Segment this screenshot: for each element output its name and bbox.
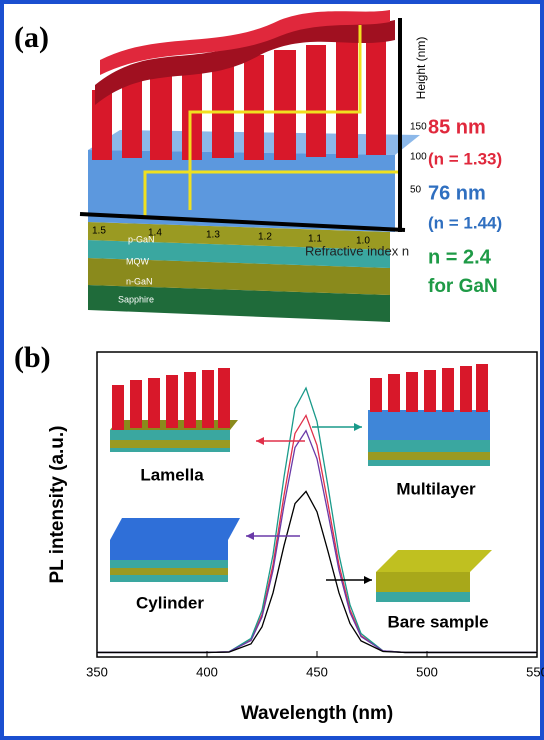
index-tick-label: 1.1 — [308, 234, 322, 245]
page: (a) Height (nm) Refractive index n 15010… — [0, 0, 544, 740]
x-tick-label: 400 — [196, 664, 218, 679]
x-tick-label: 550 — [526, 664, 544, 679]
height-tick-label: 50 — [410, 185, 422, 196]
height-tick-label: 100 — [410, 152, 427, 163]
annotation: 85 nm — [428, 116, 486, 138]
index-tick-label: 1.0 — [356, 236, 370, 247]
height-tick-label: 150 — [410, 122, 427, 133]
figure: (a) Height (nm) Refractive index n 15010… — [0, 0, 544, 740]
index-tick-label: 1.3 — [206, 230, 220, 241]
inset-cylinder — [110, 518, 240, 582]
y-axis-title: PL intensity (a.u.) — [47, 425, 68, 583]
annotation: n = 2.4 — [428, 246, 492, 268]
index-tick-label: 1.5 — [92, 226, 106, 237]
panel-label: (b) — [14, 341, 51, 374]
annotation: (n = 1.33) — [428, 149, 502, 168]
annotation: 76 nm — [428, 182, 486, 204]
layer-label: Sapphire — [118, 294, 154, 304]
layer-label: p-GaN — [128, 234, 155, 244]
panel-label: (a) — [14, 21, 49, 54]
x-axis-title: Wavelength (nm) — [241, 703, 393, 724]
x-tick-label: 350 — [86, 664, 108, 679]
inset-label: Bare sample — [387, 612, 488, 631]
inset-label: Cylinder — [136, 593, 204, 612]
layer-label: n-GaN — [126, 276, 153, 286]
x-tick-label: 450 — [306, 664, 328, 679]
annotation: for GaN — [428, 276, 498, 297]
x-tick-label: 500 — [416, 664, 438, 679]
layer-label: MQW — [126, 256, 149, 266]
height-axis-title: Height (nm) — [414, 37, 428, 100]
annotation: (n = 1.44) — [428, 213, 502, 232]
inset-label: Lamella — [140, 465, 204, 484]
inset-label: Multilayer — [396, 479, 476, 498]
index-tick-label: 1.2 — [258, 232, 272, 243]
